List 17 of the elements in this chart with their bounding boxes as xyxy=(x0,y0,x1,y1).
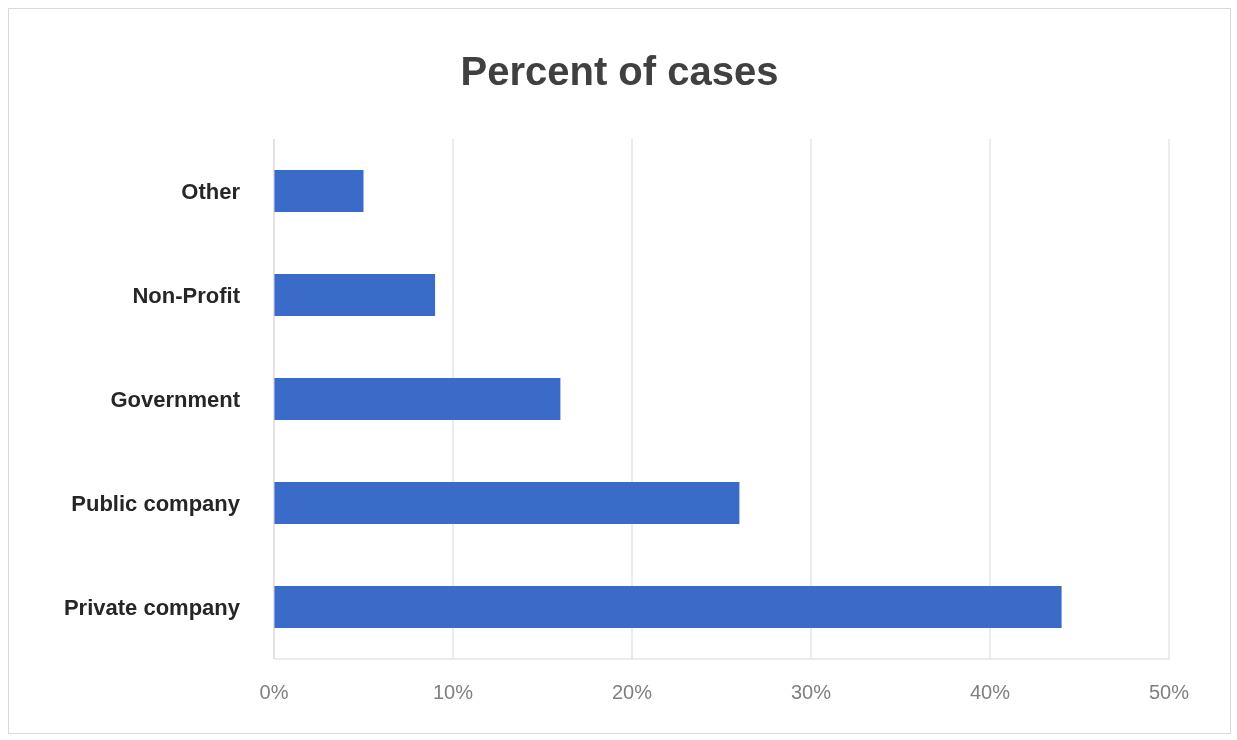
y-tick-label: Non-Profit xyxy=(132,282,241,308)
bar xyxy=(274,274,436,316)
x-tick-label: 10% xyxy=(432,681,474,704)
x-tick-label: 50% xyxy=(1148,681,1190,704)
x-tick-label: 0% xyxy=(259,681,289,704)
bar xyxy=(274,170,364,212)
chart-title: Percent of cases xyxy=(459,49,780,95)
y-tick-label: Private company xyxy=(63,594,241,620)
bar xyxy=(274,482,740,524)
x-tick-label: 40% xyxy=(969,681,1011,704)
y-tick-label: Other xyxy=(181,178,241,204)
bar xyxy=(274,586,1062,628)
y-tick-label: Public company xyxy=(71,490,241,516)
bar xyxy=(274,378,561,420)
y-tick-label: Government xyxy=(110,386,241,412)
x-tick-label: 30% xyxy=(790,681,832,704)
x-tick-label: 20% xyxy=(611,681,653,704)
